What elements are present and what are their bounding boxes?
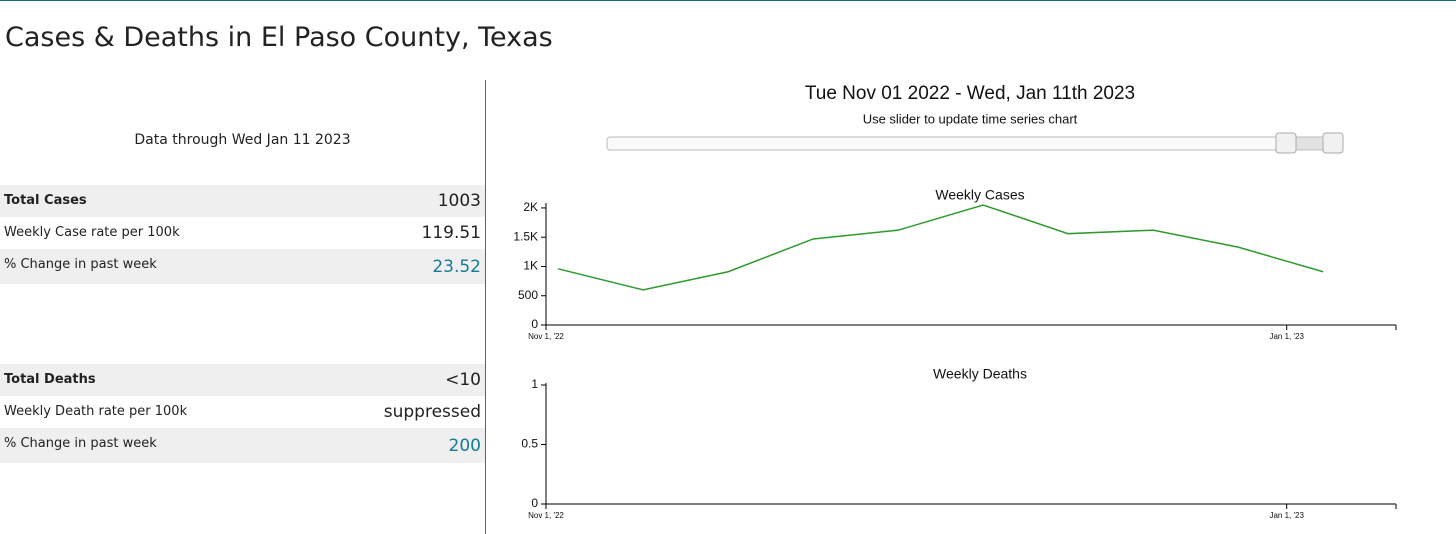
stat-row: % Change in past week 23.52 [0, 249, 485, 284]
slider-handle[interactable] [1275, 132, 1297, 154]
y-tick-label: 0 [531, 317, 538, 331]
stat-label: Weekly Death rate per 100k [4, 404, 188, 419]
stat-value: 200 [448, 436, 481, 456]
cases-table: Total Cases 1003 Weekly Case rate per 100k… [0, 185, 485, 284]
x-tick-label: Nov 1, '22 [528, 332, 564, 341]
page-title: Cases & Deaths in El Paso County, Texas [5, 22, 553, 53]
stat-label: Weekly Case rate per 100k [4, 225, 180, 240]
x-tick-label: Nov 1, '22 [528, 511, 564, 520]
stat-row: Weekly Case rate per 100k 119.51 [0, 217, 485, 249]
x-tick-label: Jan 1, '23 [1269, 511, 1304, 520]
stat-value: <10 [445, 370, 481, 390]
y-tick-label: 500 [518, 288, 538, 302]
x-tick-label: Jan 1, '23 [1269, 332, 1304, 341]
stat-label: Total Deaths [4, 372, 96, 387]
stat-value: suppressed [383, 402, 481, 422]
top-bar [0, 0, 1456, 1]
y-tick-label: 2K [523, 200, 538, 214]
deaths-table: Total Deaths <10 Weekly Death rate per 100… [0, 364, 485, 463]
stat-value: 23.52 [432, 257, 481, 277]
y-tick-label: 1K [523, 259, 538, 273]
stat-row: % Change in past week 200 [0, 428, 485, 463]
stat-value: 1003 [437, 191, 481, 211]
chart-title: Weekly Deaths [933, 366, 1027, 382]
series-line [557, 204, 1324, 291]
y-tick-label: 1 [531, 377, 538, 391]
stat-row: Weekly Death rate per 100k suppressed [0, 396, 485, 428]
slider-hint: Use slider to update time series chart [863, 111, 1078, 126]
stat-row: Total Cases 1003 [0, 185, 485, 217]
stat-label: % Change in past week [4, 257, 157, 272]
chart-title: Weekly Cases [935, 187, 1024, 203]
stat-value: 119.51 [421, 223, 481, 243]
y-tick-label: 1.5K [513, 229, 538, 243]
y-tick-label: 0.5 [521, 437, 538, 451]
range-title: Tue Nov 01 2022 - Wed, Jan 11th 2023 [805, 83, 1135, 104]
y-tick-label: 0 [531, 496, 538, 510]
stat-row: Total Deaths <10 [0, 364, 485, 396]
stat-label: Total Cases [4, 193, 87, 208]
data-through: Data through Wed Jan 11 2023 [134, 132, 351, 148]
summary-panel: Data through Wed Jan 11 2023 Total Cases… [0, 80, 486, 534]
slider-handle[interactable] [1322, 132, 1344, 154]
slider-track[interactable] [606, 136, 1344, 151]
stat-label: % Change in past week [4, 436, 157, 451]
